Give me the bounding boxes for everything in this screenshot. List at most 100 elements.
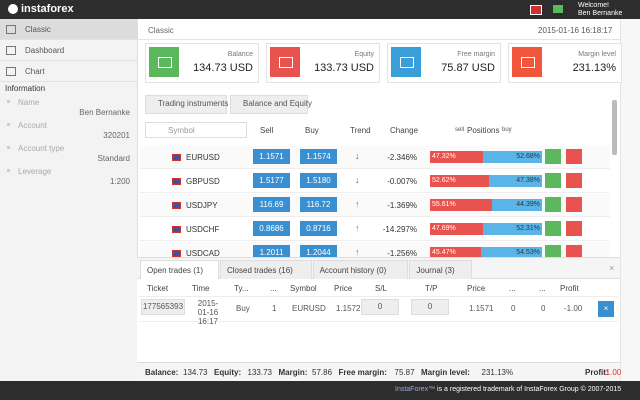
symbol: USDJPY [186, 201, 218, 210]
bottom-panel: Open trades (1) Closed trades (16) Account… [137, 257, 620, 363]
buy-button[interactable]: 116.72 [300, 197, 337, 212]
user-name[interactable]: Ben Bernanke [578, 10, 623, 17]
trade-column: T/P [425, 284, 438, 293]
card-icon-glyph [158, 57, 172, 68]
column-header: Sell [260, 126, 274, 135]
status-label: Free margin: [338, 368, 387, 377]
buy-share-bar [492, 199, 542, 211]
field-bullet [7, 169, 10, 172]
status-value: 134.73 [183, 368, 208, 377]
buy-share-label: 52.68% [516, 153, 540, 160]
status-value: 231.13% [481, 368, 514, 377]
panel-tab-label[interactable]: Account history (0) [319, 266, 387, 275]
buy-share-label: 44.39% [516, 201, 540, 208]
flag [172, 202, 181, 209]
sell-button[interactable]: 0.8686 [253, 221, 290, 236]
sell-button[interactable]: 116.69 [253, 197, 290, 212]
buy-share-bar [483, 223, 542, 235]
buy-button[interactable]: 1.1574 [300, 149, 337, 164]
symbol-filter[interactable] [145, 122, 247, 138]
buy-button[interactable]: 0.8716 [300, 221, 337, 236]
card-label: Margin level [578, 51, 616, 58]
sell-share-label: 55.61% [432, 201, 456, 208]
chart-button[interactable] [545, 173, 561, 188]
menu-item[interactable] [0, 19, 137, 40]
delete-button[interactable] [566, 221, 582, 236]
field-bullet [7, 100, 10, 103]
menu-label[interactable]: Classic [25, 25, 51, 34]
scrollbar[interactable] [612, 100, 617, 155]
top-bar [0, 0, 640, 19]
buy-button[interactable]: 1.2044 [300, 245, 337, 257]
trend-arrow: ↑ [355, 247, 360, 257]
card-label: Equity [354, 51, 374, 58]
panel-tab[interactable] [220, 260, 312, 279]
sell-share-bar [430, 199, 493, 211]
tab-label[interactable]: Balance and Equity [243, 99, 312, 108]
status-label: Equity: [214, 368, 242, 377]
panel-tab-label[interactable]: Journal (3) [416, 266, 455, 275]
delete-button[interactable] [566, 149, 582, 164]
panel-tab-label[interactable]: Closed trades (16) [227, 266, 293, 275]
panel-tab[interactable] [312, 260, 409, 279]
buy-share-label: 52.31% [516, 225, 540, 232]
menu-label[interactable]: Dashboard [25, 46, 65, 55]
column-header: Trend [350, 126, 371, 135]
menu-label[interactable]: Chart [25, 67, 45, 76]
close-trade[interactable]: × [598, 301, 614, 317]
field-bullet [7, 123, 10, 126]
card-icon-glyph [521, 57, 535, 68]
stop-input[interactable]: 0 [361, 299, 399, 315]
menu-icon [6, 46, 16, 55]
chart-button[interactable] [545, 149, 561, 164]
panel-tab[interactable] [140, 260, 219, 279]
column-header: Buy [305, 126, 319, 135]
field-label: Name [18, 98, 40, 107]
trade-column: Symbol [290, 284, 317, 293]
trade-cell: 1.1571 [469, 304, 494, 313]
sell-button[interactable]: 1.5177 [253, 173, 290, 188]
trade-column: ... [270, 284, 277, 293]
field-value: Standard [97, 154, 130, 163]
card-icon [391, 47, 421, 77]
symbol: GBPUSD [186, 177, 220, 186]
chart-button[interactable] [545, 221, 561, 236]
change: -2.346% [387, 153, 417, 162]
card-icon [512, 47, 542, 77]
close-panel[interactable]: × [609, 263, 615, 273]
sell-button[interactable]: 1.1571 [253, 149, 290, 164]
language-flag[interactable] [530, 5, 542, 15]
trade-cell: 0 [511, 304, 516, 313]
chart-button[interactable] [545, 197, 561, 212]
card-value: 75.87 USD [441, 62, 495, 74]
symbol: USDCAD [186, 249, 220, 257]
trade-time: 2015-01-16 16:17 [197, 299, 219, 326]
sell-share-label: 52.62% [432, 177, 456, 184]
sell-button[interactable]: 1.2011 [253, 245, 290, 257]
footer [0, 381, 640, 400]
panel-tab[interactable] [409, 260, 472, 279]
menu-item[interactable] [0, 40, 137, 61]
breadcrumb: Classic [148, 26, 174, 35]
delete-button[interactable] [566, 245, 582, 257]
buy-button[interactable]: 1.5180 [300, 173, 337, 188]
card-value: 231.13% [572, 62, 616, 74]
tab[interactable] [145, 95, 227, 114]
stop-input[interactable]: 0 [411, 299, 449, 315]
field-label: Leverage [18, 167, 52, 176]
delete-button[interactable] [566, 173, 582, 188]
trend-arrow: ↓ [355, 151, 360, 161]
menu-item[interactable] [0, 61, 137, 82]
tab-label[interactable]: Trading instruments [158, 99, 229, 108]
card-value: 134.73 USD [193, 62, 253, 74]
change: -14.297% [382, 225, 417, 234]
delete-button[interactable] [566, 197, 582, 212]
panel-tab-label[interactable]: Open trades (1) [147, 266, 204, 275]
chart-button[interactable] [545, 245, 561, 257]
footer-text: InstaForex™ is a registered trademark of… [395, 386, 621, 393]
field-label: Account [18, 121, 47, 130]
status-bar: Balance: 134.73 Equity: 133.73 Margin: 57.86 F… [137, 362, 621, 382]
status-label: Balance: [145, 368, 179, 377]
message-icon[interactable] [553, 5, 563, 13]
tab[interactable] [230, 95, 308, 114]
